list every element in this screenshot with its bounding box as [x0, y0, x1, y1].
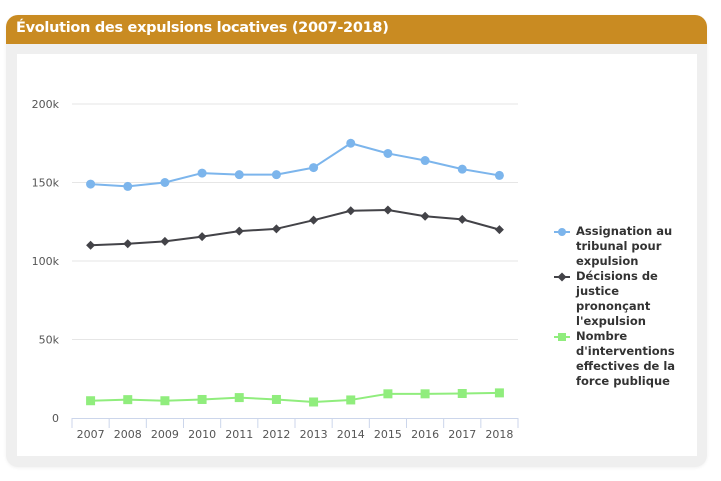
data-point — [123, 239, 133, 249]
legend: Assignation au tribunal pour expulsion Dé… — [554, 224, 694, 389]
data-point — [420, 389, 430, 399]
data-point — [271, 224, 281, 234]
data-point — [86, 179, 96, 189]
gridlines — [72, 103, 518, 340]
y-tick-label: 150k — [32, 177, 60, 190]
legend-item[interactable]: Décisions de justice prononçant l'expuls… — [554, 269, 694, 329]
series-line — [90, 391, 500, 403]
x-tick-label: 2013 — [300, 428, 328, 441]
data-point — [309, 397, 319, 407]
x-tick-label: 2009 — [151, 428, 179, 441]
x-tick-label: 2012 — [262, 428, 290, 441]
data-point — [234, 226, 244, 236]
legend-label: Nombre d'interventions effectives de la … — [576, 329, 676, 388]
data-point — [234, 393, 244, 403]
diamond-marker-icon — [557, 272, 567, 282]
data-point — [197, 232, 207, 242]
x-tick-label: 2008 — [114, 428, 142, 441]
y-tick-label: 100k — [32, 255, 60, 268]
data-point — [123, 181, 133, 191]
card-header: Évolution des expulsions locatives (2007… — [6, 15, 707, 44]
data-point — [420, 211, 430, 221]
data-point — [86, 396, 96, 406]
x-tick-label: 2014 — [337, 428, 365, 441]
y-tick-label: 50k — [39, 334, 60, 347]
series-2 — [86, 205, 504, 250]
legend-line-icon — [554, 272, 570, 282]
data-point — [346, 138, 356, 148]
x-tick-label: 2015 — [374, 428, 402, 441]
data-point — [271, 394, 281, 404]
y-axis: 0 50k 100k 150k 200k — [32, 98, 60, 425]
data-point — [346, 206, 356, 216]
chart-panel: 0 50k 100k 150k 200k 2007 2008 2009 2010 2011 201… — [17, 54, 697, 456]
x-axis: 2007 2008 2009 2010 2011 2012 2013 2014 2015 2016… — [71, 418, 519, 441]
series-3 — [86, 388, 504, 407]
data-point — [86, 240, 96, 250]
data-point — [383, 389, 393, 399]
data-point — [420, 156, 430, 166]
data-point — [383, 205, 393, 215]
data-point — [457, 389, 467, 399]
series-line — [90, 142, 500, 188]
data-point — [309, 215, 319, 225]
card-title: Évolution des expulsions locatives (2007… — [16, 20, 389, 36]
data-point — [457, 214, 467, 224]
data-point — [309, 163, 319, 173]
x-tick-label: 2016 — [411, 428, 439, 441]
x-tick-label: 2011 — [225, 428, 253, 441]
x-tick-label: 2010 — [188, 428, 216, 441]
data-point — [271, 170, 281, 180]
data-point — [383, 148, 393, 158]
x-tick-label: 2017 — [448, 428, 476, 441]
data-point — [197, 168, 207, 178]
legend-item[interactable]: Nombre d'interventions effectives de la … — [554, 329, 694, 389]
data-point — [457, 164, 467, 174]
data-point — [160, 178, 170, 187]
data-point — [494, 225, 504, 235]
data-point — [160, 236, 170, 246]
data-point — [234, 170, 244, 180]
legend-label: Décisions de justice prononçant l'expuls… — [576, 269, 658, 328]
line-chart: 0 50k 100k 150k 200k 2007 2008 2009 2010 2011 201… — [32, 98, 519, 441]
legend-line-icon — [554, 228, 570, 236]
chart-card: Évolution des expulsions locatives (2007… — [6, 15, 707, 467]
series-line — [90, 208, 500, 247]
legend-item[interactable]: Assignation au tribunal pour expulsion — [554, 224, 694, 269]
x-tick-label: 2007 — [77, 428, 105, 441]
square-marker-icon — [558, 333, 566, 341]
legend-label: Assignation au tribunal pour expulsion — [576, 224, 673, 268]
data-point — [346, 395, 356, 405]
data-point — [160, 396, 170, 406]
y-tick-label: 200k — [32, 98, 60, 111]
x-tick-label: 2018 — [485, 428, 513, 441]
y-tick-label: 0 — [52, 412, 59, 425]
data-point — [494, 388, 504, 398]
data-point — [123, 395, 133, 405]
series-1 — [86, 138, 504, 191]
data-point — [197, 394, 207, 404]
circle-marker-icon — [558, 228, 566, 236]
legend-line-icon — [554, 333, 570, 341]
data-point — [494, 170, 504, 180]
series-layer — [86, 138, 504, 407]
